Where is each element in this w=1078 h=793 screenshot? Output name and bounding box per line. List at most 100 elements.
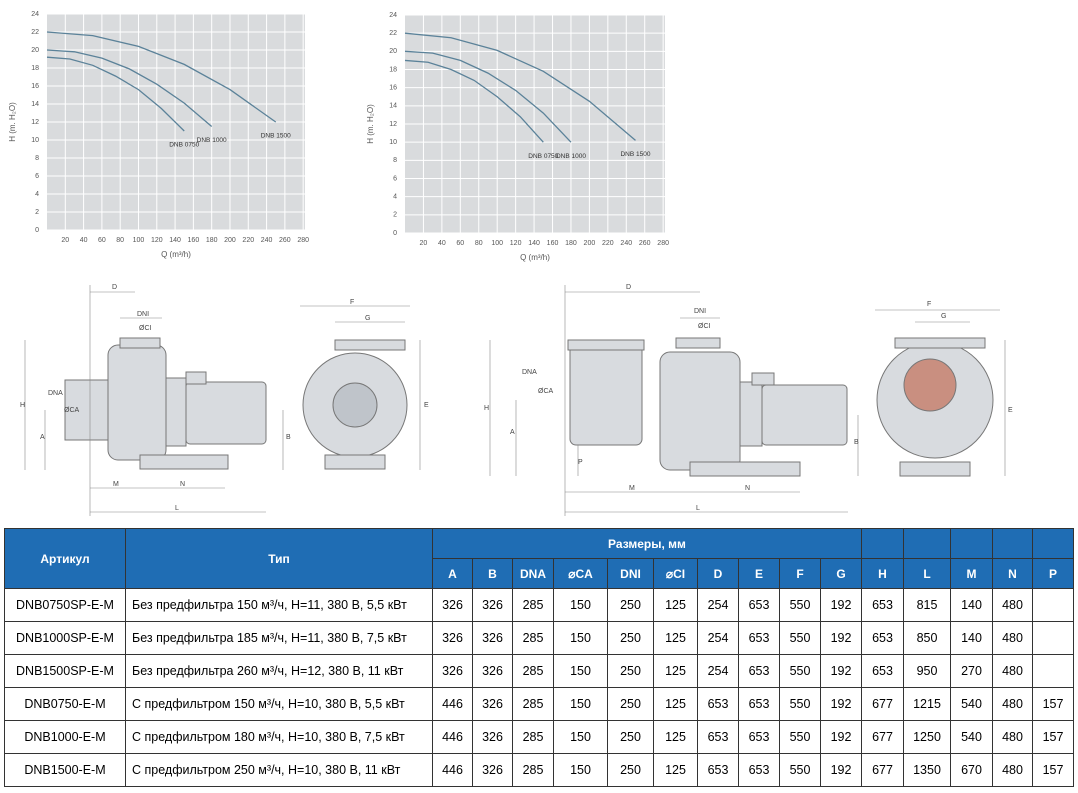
x-axis-label: Q (m³/h)	[520, 253, 550, 262]
dim-label: D	[112, 284, 117, 291]
table-cell: 677	[861, 687, 904, 721]
table-cell: 150	[553, 588, 608, 622]
table-cell: 326	[472, 621, 513, 655]
series-label: DNB 1000	[556, 153, 586, 160]
table-cell: 192	[820, 753, 862, 787]
x-tick-label: 80	[116, 237, 124, 244]
table-cell: 192	[820, 687, 862, 721]
column-header: H	[861, 558, 904, 589]
table-cell: 125	[653, 753, 698, 787]
table-cell: 150	[553, 621, 608, 655]
y-tick-label: 20	[389, 48, 397, 55]
table-cell: 192	[820, 654, 862, 688]
prefilter	[569, 344, 643, 446]
header-cell: Артикул	[4, 528, 126, 589]
x-tick-label: 260	[279, 237, 291, 244]
table-cell: 250	[607, 588, 654, 622]
header-cell	[903, 528, 951, 559]
table-cell: 550	[779, 588, 821, 622]
table-cell: 677	[861, 720, 904, 754]
table-cell: 550	[779, 720, 821, 754]
curve	[46, 56, 185, 132]
table-cell: 815	[903, 588, 951, 622]
y-axis-label: H (m. H₂O)	[8, 102, 17, 142]
table-cell: С предфильтром 180 м³/ч, H=10, 380 В, 7,…	[125, 720, 433, 754]
table-cell: 150	[553, 720, 608, 754]
table-cell: 150	[553, 753, 608, 787]
x-tick-label: 120	[151, 237, 163, 244]
series-label: DNB 0750	[528, 153, 558, 160]
dim-label: B	[854, 439, 859, 446]
table-cell: 125	[653, 621, 698, 655]
table-cell: 653	[697, 753, 739, 787]
header-cell: Размеры, мм	[432, 528, 862, 559]
dim-label: P	[578, 459, 583, 466]
table-cell: 192	[820, 621, 862, 655]
dim-label: E	[424, 402, 429, 409]
dim-label: N	[745, 485, 750, 492]
volute	[107, 344, 167, 461]
header-cell	[1032, 528, 1074, 559]
table-cell: 653	[697, 687, 739, 721]
flange	[334, 339, 406, 351]
dim-label: H	[484, 405, 489, 412]
table-cell: 550	[779, 654, 821, 688]
column-header: N	[992, 558, 1033, 589]
table-cell: 446	[432, 753, 473, 787]
curve	[46, 49, 213, 127]
dim-label: L	[175, 505, 179, 512]
table-cell: 480	[992, 588, 1033, 622]
table-cell: 250	[607, 621, 654, 655]
lid	[567, 339, 645, 351]
table-cell: 125	[653, 720, 698, 754]
x-tick-label: 160	[547, 240, 559, 247]
table-cell: DNB0750SP-E-M	[4, 588, 126, 622]
y-tick-label: 12	[31, 119, 39, 126]
curve	[404, 50, 572, 143]
dim-label: F	[927, 301, 931, 308]
column-header: B	[472, 558, 513, 589]
dim-label: G	[941, 313, 946, 320]
table-cell: 550	[779, 753, 821, 787]
table-cell: 1250	[903, 720, 951, 754]
table-cell: 653	[861, 588, 904, 622]
table-cell: 326	[432, 621, 473, 655]
strainer	[903, 358, 957, 412]
column-header: G	[820, 558, 862, 589]
x-tick-label: 260	[639, 240, 651, 247]
series-label: DNB 0750	[169, 142, 199, 149]
adapter	[165, 377, 187, 447]
x-tick-label: 180	[206, 237, 218, 244]
table-row: DNB1500-E-M С предфильтром 250 м³/ч, H=10…	[4, 753, 1074, 787]
y-tick-label: 10	[31, 137, 39, 144]
table-cell: 254	[697, 588, 739, 622]
table-cell: 653	[738, 720, 780, 754]
dim-label: H	[20, 402, 25, 409]
y-tick-label: 0	[393, 230, 397, 237]
table-cell: 157	[1032, 687, 1074, 721]
x-tick-label: 60	[456, 240, 464, 247]
x-tick-label: 40	[80, 237, 88, 244]
table-row: DNB0750SP-E-M Без предфильтра 150 м³/ч, H…	[4, 588, 1074, 622]
column-header: D	[697, 558, 739, 589]
column-header: P	[1032, 558, 1074, 589]
table-cell: 540	[950, 687, 993, 721]
table-cell: 653	[738, 753, 780, 787]
x-tick-label: 220	[602, 240, 614, 247]
x-tick-label: 140	[528, 240, 540, 247]
y-tick-label: 24	[389, 12, 397, 19]
y-tick-label: 8	[35, 155, 39, 162]
table-cell: 125	[653, 654, 698, 688]
x-tick-label: 100	[491, 240, 503, 247]
table-cell: 285	[512, 621, 554, 655]
dim-label: ØCA	[538, 388, 554, 395]
x-tick-label: 200	[224, 237, 236, 244]
table-cell: 850	[903, 621, 951, 655]
table-cell: 326	[472, 654, 513, 688]
dim-label: N	[180, 481, 185, 488]
dim-label: B	[286, 434, 291, 441]
prefilter-pump-end-view: F G E B	[854, 301, 1013, 477]
dim-label: DNI	[694, 308, 706, 315]
